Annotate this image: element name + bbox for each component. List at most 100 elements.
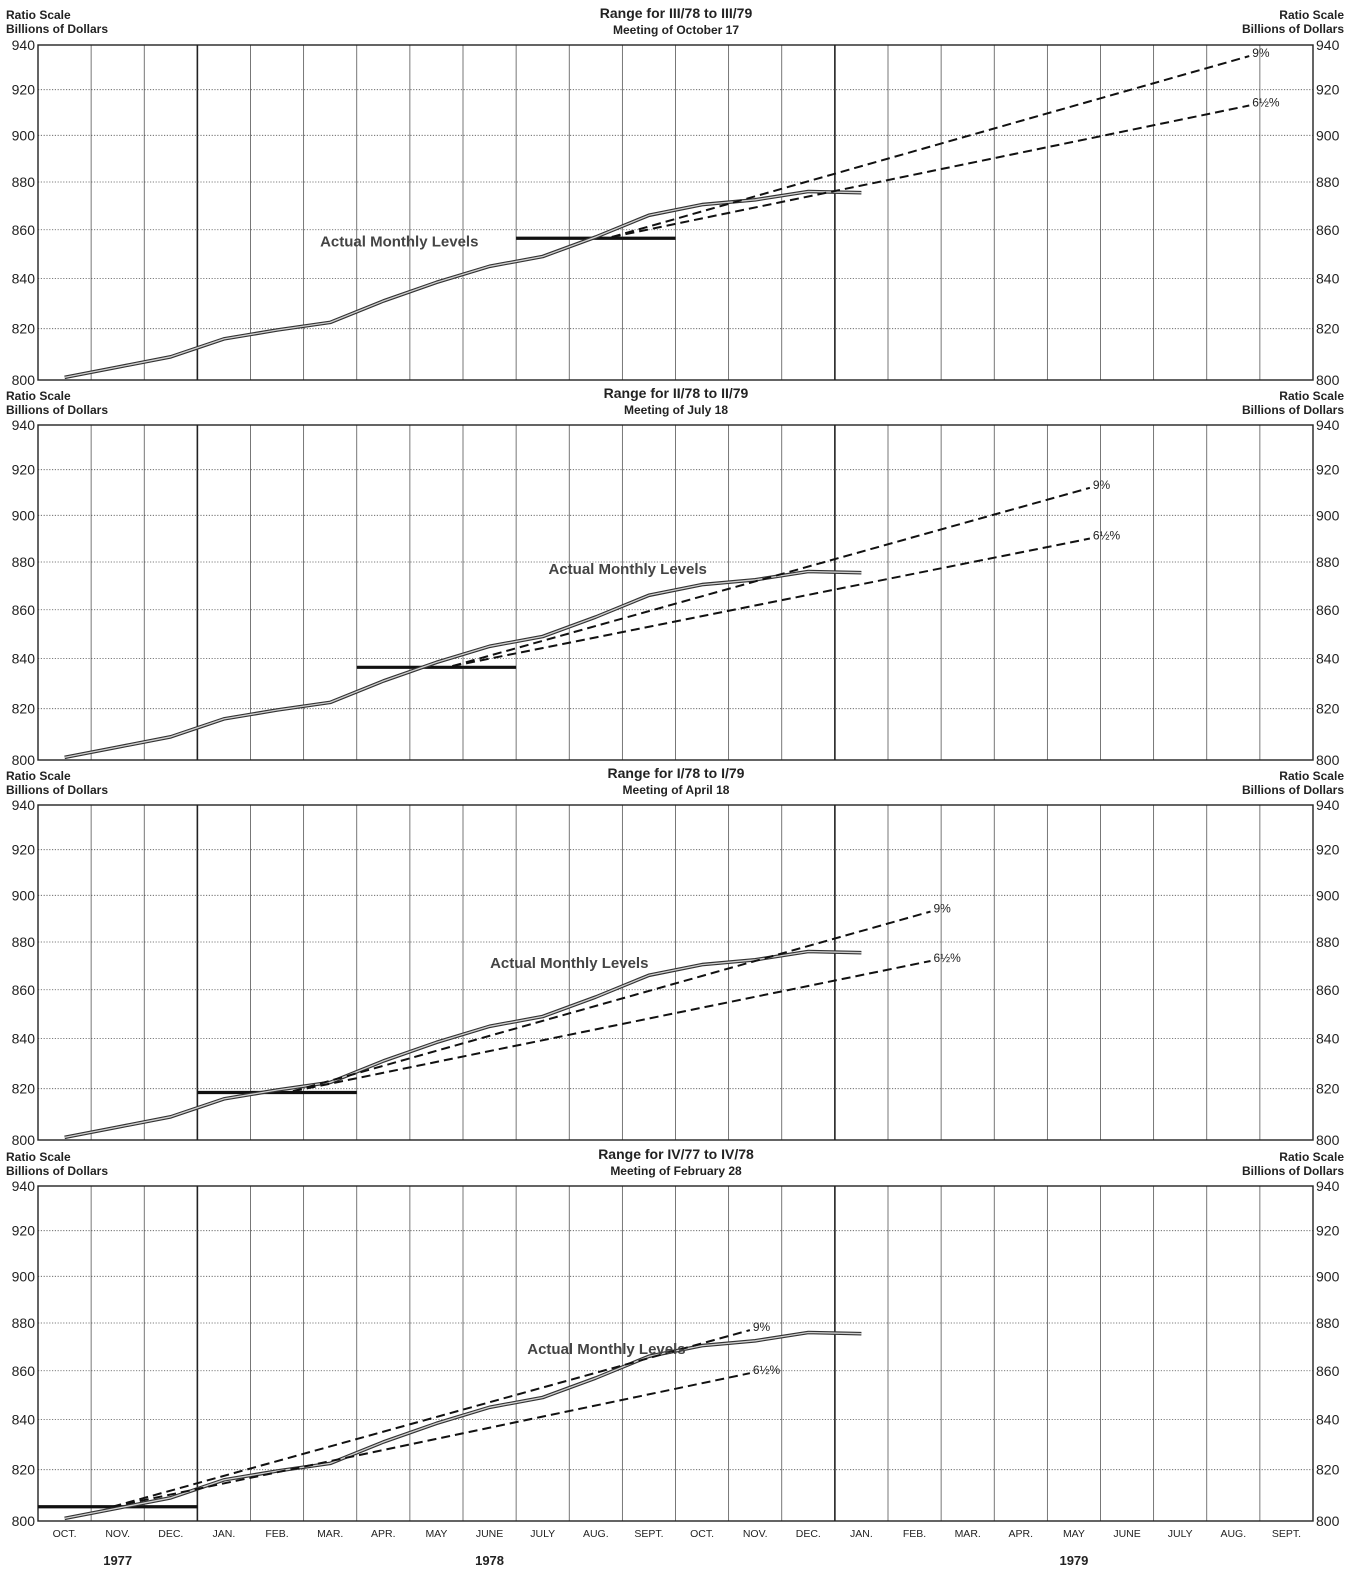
month-axis-label: MAR. [955,1528,981,1540]
y-tick-label-right: 820 [1316,321,1340,337]
month-axis-label: NOV. [105,1528,130,1540]
y-tick-label-right: 800 [1316,1132,1340,1148]
panel-3-left-scale-label: Ratio Scale [6,769,71,783]
y-tick-label-right: 940 [1316,417,1340,433]
plot-frame [37,804,1314,1141]
y-tick-label-left: 800 [12,752,36,768]
y-tick-label-left: 900 [12,1268,36,1284]
panel-4: 800 800 820 820 840 840 860 860 880 880 900 900 920 9… [12,1178,1340,1529]
actual-levels-label: Actual Monthly Levels [490,955,648,972]
month-axis-label: NOV. [743,1528,768,1540]
panel-4-left-scale-label: Ratio Scale [6,1150,71,1164]
y-tick-label-left: 800 [12,1513,36,1529]
y-tick-label-left: 820 [12,1462,36,1478]
y-tick-label-left: 800 [12,1132,36,1148]
panel-4-left-units-label: Billions of Dollars [6,1164,109,1178]
y-tick-label-right: 920 [1316,842,1340,858]
month-axis-label: AUG. [583,1528,609,1540]
y-tick-label-left: 880 [12,934,36,950]
month-axis-label: APR. [371,1528,396,1540]
plot-frame [37,424,1314,761]
y-tick-label-left: 920 [12,82,36,98]
plot-frame [37,1185,1314,1522]
y-tick-label-left: 880 [12,1315,36,1331]
panel-4-right-units-label: Billions of Dollars [1241,1164,1344,1178]
y-tick-label-right: 940 [1316,37,1340,53]
year-axis-label: 1979 [1059,1553,1088,1568]
panel-3-title: Range for I/78 to I/79 [607,765,745,781]
month-axis-label: JULY [530,1528,555,1540]
growth-rate-label: 6½% [1252,96,1280,110]
month-axis-label: MAR. [317,1528,343,1540]
month-axis-label: MAY [1063,1528,1085,1540]
y-tick-label-left: 820 [12,321,36,337]
y-tick-label-left: 840 [12,1412,36,1428]
y-tick-label-right: 860 [1316,602,1340,618]
y-tick-label-left: 820 [12,1081,36,1097]
panel-1-left-units-label: Billions of Dollars [6,22,109,36]
panel-2-left-scale-label: Ratio Scale [6,389,71,403]
y-tick-label-right: 900 [1316,507,1340,523]
month-axis-label: JULY [1168,1528,1193,1540]
y-tick-label-left: 860 [12,982,36,998]
panel-1-right-units-label: Billions of Dollars [1241,22,1344,36]
y-tick-label-right: 820 [1316,701,1340,717]
y-tick-label-right: 940 [1316,1178,1340,1194]
growth-cone-line [452,537,1091,668]
y-tick-label-right: 820 [1316,1462,1340,1478]
y-tick-label-right: 800 [1316,752,1340,768]
year-axis-label: 1978 [475,1553,504,1568]
y-tick-label-right: 900 [1316,127,1340,143]
panel-2-right-scale-label: Ratio Scale [1279,389,1344,403]
y-tick-label-left: 840 [12,1031,36,1047]
month-axis-label: JUNE [1113,1528,1140,1540]
panel-4-title: Range for IV/77 to IV/78 [598,1146,754,1162]
y-tick-label-left: 820 [12,701,36,717]
month-axis-label: APR. [1009,1528,1034,1540]
y-tick-label-right: 920 [1316,82,1340,98]
month-axis-label: SEPT. [1272,1528,1301,1540]
y-tick-label-right: 840 [1316,271,1340,287]
y-tick-label-left: 920 [12,1223,36,1239]
month-axis-label: SEPT. [634,1528,663,1540]
y-tick-label-right: 840 [1316,1412,1340,1428]
growth-cone-line [292,910,931,1093]
y-tick-label-right: 880 [1316,1315,1340,1331]
y-tick-label-left: 800 [12,372,36,388]
growth-rate-label: 6½% [753,1363,781,1377]
y-tick-label-left: 940 [12,37,36,53]
actual-levels-label: Actual Monthly Levels [549,561,707,578]
growth-rate-label: 6½% [934,951,962,965]
y-tick-label-left: 860 [12,602,36,618]
growth-rate-label: 9% [1252,46,1270,60]
y-tick-label-left: 900 [12,127,36,143]
y-tick-label-left: 900 [12,507,36,523]
y-tick-label-right: 860 [1316,1363,1340,1379]
month-axis-label: FEB. [903,1528,926,1540]
month-axis-label: DEC. [796,1528,821,1540]
month-axis-label: MAY [425,1528,447,1540]
y-tick-label-left: 940 [12,797,36,813]
growth-cone-line [112,1329,751,1508]
month-axis-label: AUG. [1220,1528,1246,1540]
y-tick-label-right: 820 [1316,1081,1340,1097]
panel-1-title: Range for III/78 to III/79 [599,5,753,21]
y-tick-label-right: 880 [1316,174,1340,190]
panel-2-right-units-label: Billions of Dollars [1241,403,1344,417]
growth-rate-label: 6½% [1093,529,1121,543]
growth-rate-label: 9% [753,1320,771,1334]
y-tick-label-right: 800 [1316,372,1340,388]
y-tick-label-left: 880 [12,554,36,570]
y-tick-label-left: 920 [12,842,36,858]
panel-1-subtitle: Meeting of October 17 [612,23,740,37]
y-tick-label-right: 900 [1316,1268,1340,1284]
actual-levels-label: Actual Monthly Levels [527,1341,685,1358]
y-tick-label-right: 940 [1316,797,1340,813]
y-tick-label-left: 840 [12,271,36,287]
actual-levels-line-inner [64,950,862,1139]
month-axis-label: DEC. [158,1528,183,1540]
actual-levels-line-inner [64,190,862,379]
y-tick-label-left: 940 [12,417,36,433]
actual-levels-label: Actual Monthly Levels [320,234,478,251]
